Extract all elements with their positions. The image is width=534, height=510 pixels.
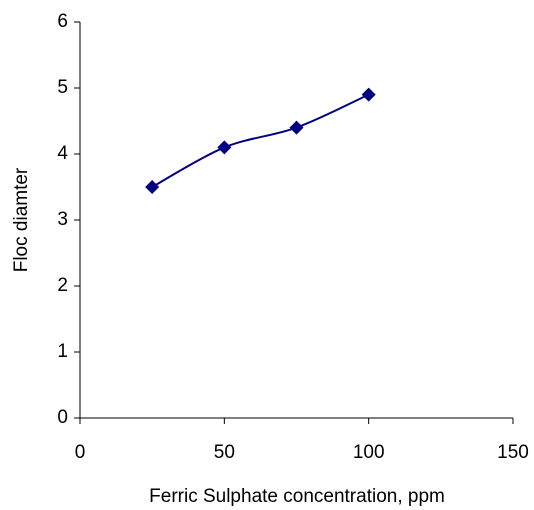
y-tick-label: 0 — [57, 407, 68, 428]
y-tick-label: 3 — [57, 209, 68, 230]
y-tick-label: 4 — [57, 143, 68, 164]
y-axis-title: Floc diamter — [11, 167, 32, 272]
x-tick-label: 0 — [75, 442, 86, 463]
marker — [289, 120, 304, 135]
marker — [145, 180, 160, 194]
x-tick-label: 50 — [214, 442, 235, 463]
marker — [217, 140, 232, 155]
marker — [361, 87, 376, 102]
x-axis-title: Ferric Sulphate concentration, ppm — [149, 486, 445, 507]
x-tick-label: 150 — [497, 442, 529, 463]
y-tick-label: 2 — [57, 275, 68, 296]
y-tick-label: 6 — [57, 11, 68, 32]
x-tick-label: 100 — [353, 442, 385, 463]
series-line — [151, 93, 370, 188]
y-tick-label: 5 — [57, 77, 68, 98]
y-tick-label: 1 — [57, 341, 68, 362]
